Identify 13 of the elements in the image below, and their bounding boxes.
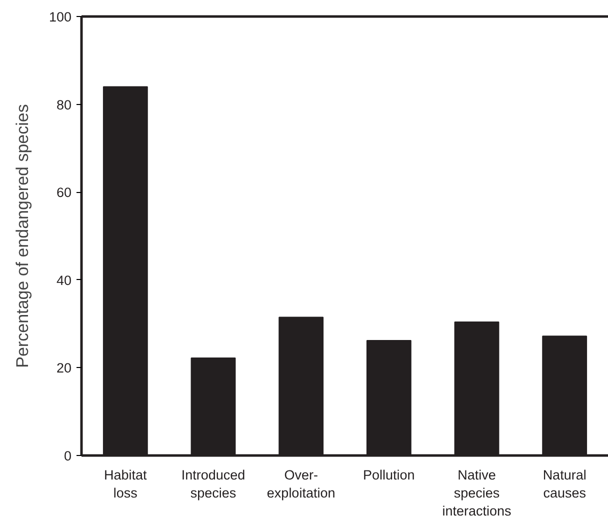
x-tick-label: Habitat loss — [104, 468, 148, 500]
x-tick-label: Natural causes — [542, 468, 586, 500]
x-tick-label: Introduced species — [181, 468, 246, 500]
y-tick-label: 80 — [56, 97, 72, 112]
y-tick-label: 0 — [64, 448, 72, 464]
y-tick-label: 60 — [56, 185, 72, 200]
y-tick-label: 20 — [56, 360, 72, 376]
y-tick-label: 100 — [48, 10, 72, 24]
y-axis-title: Percentage of endangered species — [12, 104, 32, 368]
x-tick-label: Pollution — [363, 468, 415, 482]
x-tick-label: Native species interactions — [442, 468, 512, 518]
x-tick-label: Over- exploitation — [266, 468, 336, 500]
y-tick-label: 40 — [56, 272, 72, 288]
